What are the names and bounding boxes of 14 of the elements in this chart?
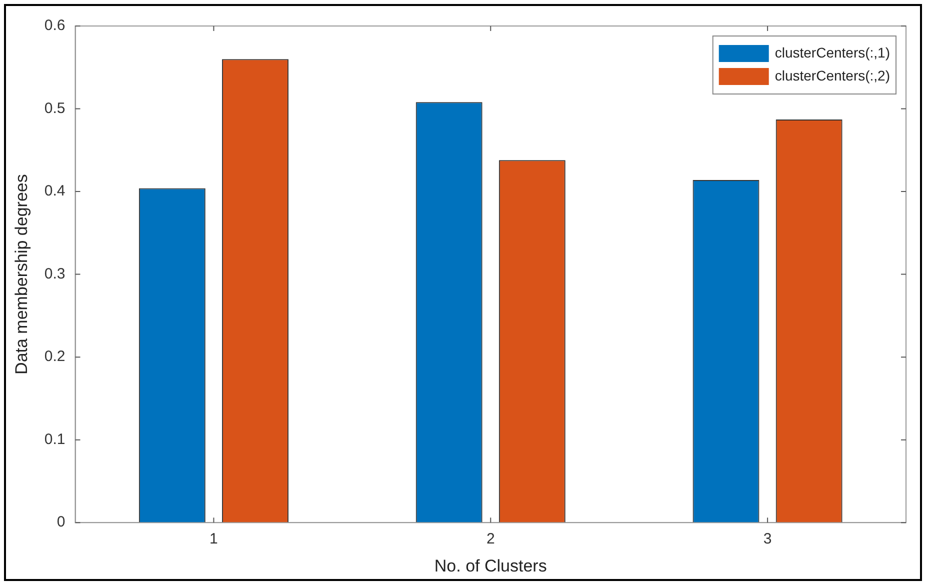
x-axis-title: No. of Clusters <box>434 556 547 576</box>
y-tick-label: 0.5 <box>44 100 66 117</box>
x-tick-label: 3 <box>763 530 772 548</box>
y-tick-label: 0.6 <box>44 17 66 34</box>
y-tick-label: 0.1 <box>44 430 66 448</box>
x-tick-label: 1 <box>210 530 218 548</box>
y-axis-title: Data membership degrees <box>12 174 31 374</box>
y-tick-label: 0.4 <box>44 182 66 200</box>
legend-label: clusterCenters(:,1) <box>774 44 890 60</box>
y-tick-label: 0.3 <box>44 265 66 282</box>
legend-label: clusterCenters(:,2) <box>774 67 890 84</box>
x-tick-label: 2 <box>486 530 495 548</box>
y-tick-label: 0.2 <box>44 348 66 366</box>
y-tick-label: 0 <box>56 514 66 531</box>
